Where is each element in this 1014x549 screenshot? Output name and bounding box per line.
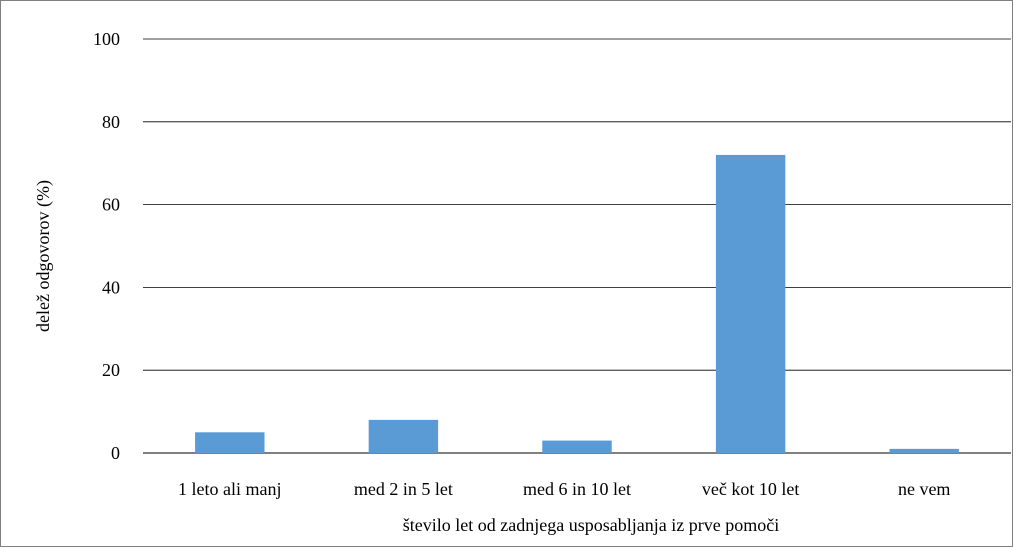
y-tick-label: 60 <box>102 195 120 215</box>
x-tick-label: med 6 in 10 let <box>523 479 631 499</box>
y-tick-label: 20 <box>102 360 120 380</box>
gridlines <box>143 38 1011 454</box>
bar-1 <box>368 419 439 453</box>
y-tick-label: 0 <box>111 443 120 463</box>
y-tick-label: 100 <box>93 29 120 49</box>
y-tick-label: 80 <box>102 112 120 132</box>
bars <box>195 154 959 454</box>
y-tick-label: 40 <box>102 277 120 297</box>
y-tick-labels: 0 20 40 60 80 100 <box>93 29 120 463</box>
bar-2 <box>542 440 612 453</box>
bar-0 <box>195 432 265 453</box>
x-tick-label: več kot 10 let <box>702 479 799 499</box>
x-tick-label: 1 leto ali manj <box>178 479 281 499</box>
bar-4 <box>889 448 959 453</box>
bar-3 <box>715 154 786 454</box>
x-tick-labels: 1 leto ali manj med 2 in 5 let med 6 in 10… <box>178 479 950 499</box>
x-axis-title: število let od zadnjega usposabljanja iz… <box>403 515 779 535</box>
y-axis-title: delež odgovorov (%) <box>33 180 54 332</box>
x-tick-label: med 2 in 5 let <box>354 479 453 499</box>
x-tick-label: ne vem <box>898 479 950 499</box>
